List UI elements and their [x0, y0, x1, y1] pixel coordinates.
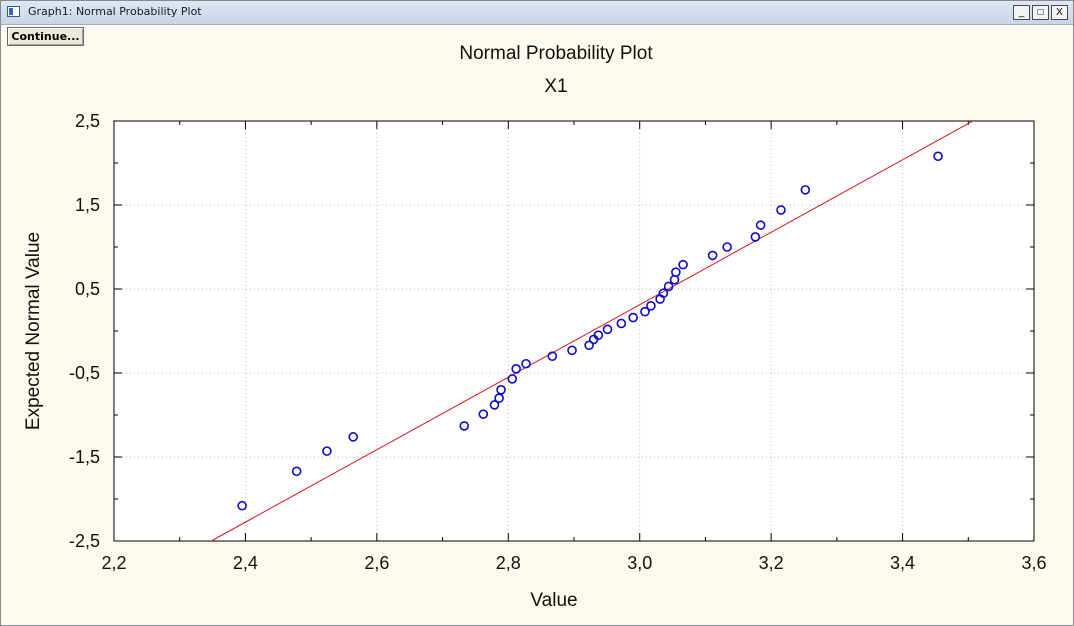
data-point: [678, 259, 688, 270]
data-point: [584, 340, 594, 351]
window-controls: _ □ X: [1013, 5, 1068, 21]
title-bar[interactable]: Graph1: Normal Probability Plot _ □ X: [1, 1, 1073, 25]
x-tick-labels: 2,2 2,4 2,6 2,8 3,0 3,2 3,4 3,6: [101, 553, 1046, 573]
data-point: [521, 358, 531, 369]
close-icon[interactable]: X: [1051, 5, 1068, 20]
data-point: [616, 318, 627, 329]
y-tick-label: -1,5: [69, 447, 100, 467]
data-point: [663, 281, 674, 292]
graph-window-icon: [7, 6, 20, 17]
data-point: [776, 205, 786, 215]
window-title: Graph1: Normal Probability Plot: [28, 5, 202, 18]
data-point: [755, 220, 766, 230]
data-point: [459, 421, 470, 431]
y-tick-label: -0,5: [69, 363, 100, 383]
data-point: [496, 384, 506, 395]
data-point: [646, 300, 656, 311]
y-tick-labels: 2,5 1,5 0,5 -0,5 -1,5 -2,5: [69, 111, 100, 551]
chart-title: Normal Probability Plot: [459, 43, 653, 64]
x-tick-label: 2,2: [101, 553, 126, 573]
data-point: [933, 151, 943, 162]
data-point: [507, 374, 518, 384]
data-point: [489, 400, 500, 410]
x-tick-label: 2,6: [364, 553, 389, 573]
x-tick-label: 2,4: [233, 553, 258, 573]
data-point: [567, 345, 577, 356]
data-point: [602, 324, 613, 335]
data-point: [658, 288, 669, 299]
axis-ticks: [113, 120, 1035, 542]
data-point: [547, 351, 558, 362]
x-tick-label: 3,6: [1021, 553, 1046, 573]
data-point: [322, 446, 332, 456]
data-point: [478, 409, 489, 419]
data-point: [640, 306, 650, 317]
maximize-icon[interactable]: □: [1032, 5, 1049, 20]
y-tick-label: 0,5: [75, 279, 100, 299]
data-point: [348, 432, 359, 442]
x-tick-label: 3,0: [627, 553, 652, 573]
data-points: [237, 151, 943, 511]
data-point: [593, 330, 604, 341]
y-tick-label: -2,5: [69, 531, 100, 551]
data-point: [750, 232, 761, 242]
data-point: [511, 363, 521, 374]
data-point: [494, 393, 504, 404]
data-point: [707, 250, 718, 261]
data-point: [671, 267, 681, 277]
data-point: [722, 242, 732, 252]
x-tick-label: 3,4: [890, 553, 915, 573]
normal-probability-chart: Normal Probability Plot X1 2,2 2,4 2,6 2,8 3…: [23, 43, 1047, 611]
x-tick-label: 3,2: [759, 553, 784, 573]
data-point: [800, 185, 811, 195]
fit-line: [211, 121, 974, 541]
y-axis-label: Expected Normal Value: [23, 232, 44, 430]
y-tick-label: 1,5: [75, 195, 100, 215]
data-point: [628, 312, 638, 323]
minimize-icon[interactable]: _: [1013, 5, 1030, 20]
x-tick-label: 2,8: [496, 553, 521, 573]
continue-button[interactable]: Continue...: [7, 27, 84, 46]
data-point: [291, 466, 302, 477]
y-tick-label: 2,5: [75, 111, 100, 131]
chart-subtitle: X1: [544, 76, 567, 97]
grid-lines: [114, 121, 1034, 541]
plot-area: [113, 120, 1035, 542]
data-point: [237, 500, 247, 511]
x-axis-label: Value: [530, 590, 577, 611]
